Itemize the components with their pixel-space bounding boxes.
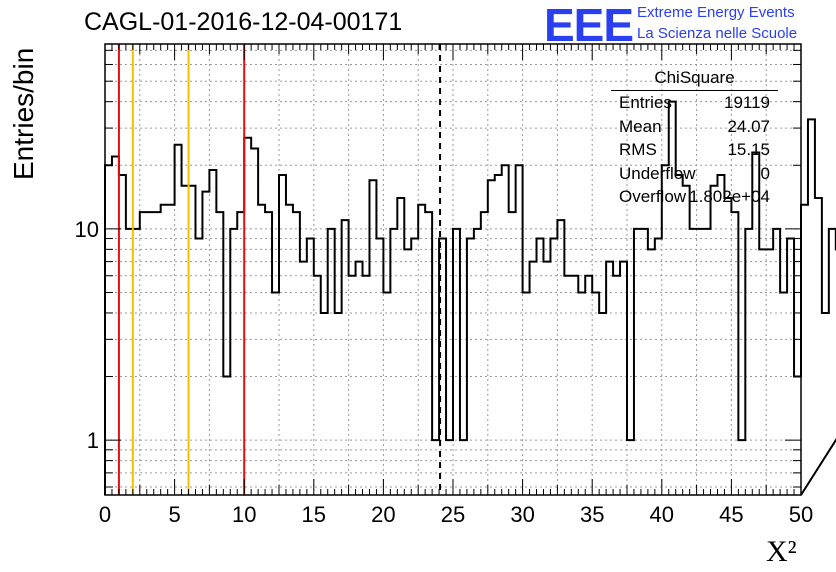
stats-value: 24.07 xyxy=(727,116,770,136)
stats-label: Underflow xyxy=(619,163,696,183)
stats-value: 1.802e+04 xyxy=(689,187,770,206)
eee-logo: EEE xyxy=(544,0,634,51)
stats-row-entries: Entries 19119 xyxy=(611,91,778,115)
stats-box: ChiSquare Entries 19119 Mean 24.07 RMS 1… xyxy=(611,68,778,209)
y-axis-label: Entries/bin xyxy=(8,47,39,180)
x-tick-label: 10 xyxy=(232,502,256,527)
stats-label: Entries xyxy=(619,93,672,112)
x-tick-label: 35 xyxy=(580,502,604,527)
x-tick-label: 25 xyxy=(441,502,465,527)
stats-label: Mean xyxy=(619,116,662,136)
stats-value: 0 xyxy=(760,163,770,183)
stats-value: 15.15 xyxy=(727,140,770,159)
org-name: Extreme Energy Events xyxy=(637,4,795,21)
x-tick-label: 45 xyxy=(719,502,743,527)
stats-value: 19119 xyxy=(723,93,770,112)
stats-title: ChiSquare xyxy=(611,68,778,91)
x-tick-label: 0 xyxy=(99,502,111,527)
y-tick-label: 1 xyxy=(87,428,99,453)
x-tick-label: 30 xyxy=(510,502,534,527)
x-tick-label: 40 xyxy=(650,502,674,527)
x-axis-label: X² xyxy=(766,535,797,568)
stats-row-underflow: Underflow 0 xyxy=(611,162,778,186)
x-tick-label: 50 xyxy=(789,502,813,527)
x-tick-label: 15 xyxy=(302,502,326,527)
x-tick-label: 20 xyxy=(371,502,395,527)
org-subtitle: La Scienza nelle Scuole xyxy=(637,25,798,42)
histogram-series xyxy=(104,100,836,496)
stats-label: Overflow xyxy=(619,187,687,206)
chart-title: CAGL-01-2016-12-04-00171 xyxy=(84,8,403,36)
x-tick-label: 5 xyxy=(168,502,180,527)
stats-row-overflow: Overflow 1.802e+04 xyxy=(611,185,778,209)
stats-row-rms: RMS 15.15 xyxy=(611,138,778,162)
stats-label: RMS xyxy=(619,140,657,159)
stats-row-mean: Mean 24.07 xyxy=(611,115,778,139)
y-tick-label: 10 xyxy=(75,217,99,242)
